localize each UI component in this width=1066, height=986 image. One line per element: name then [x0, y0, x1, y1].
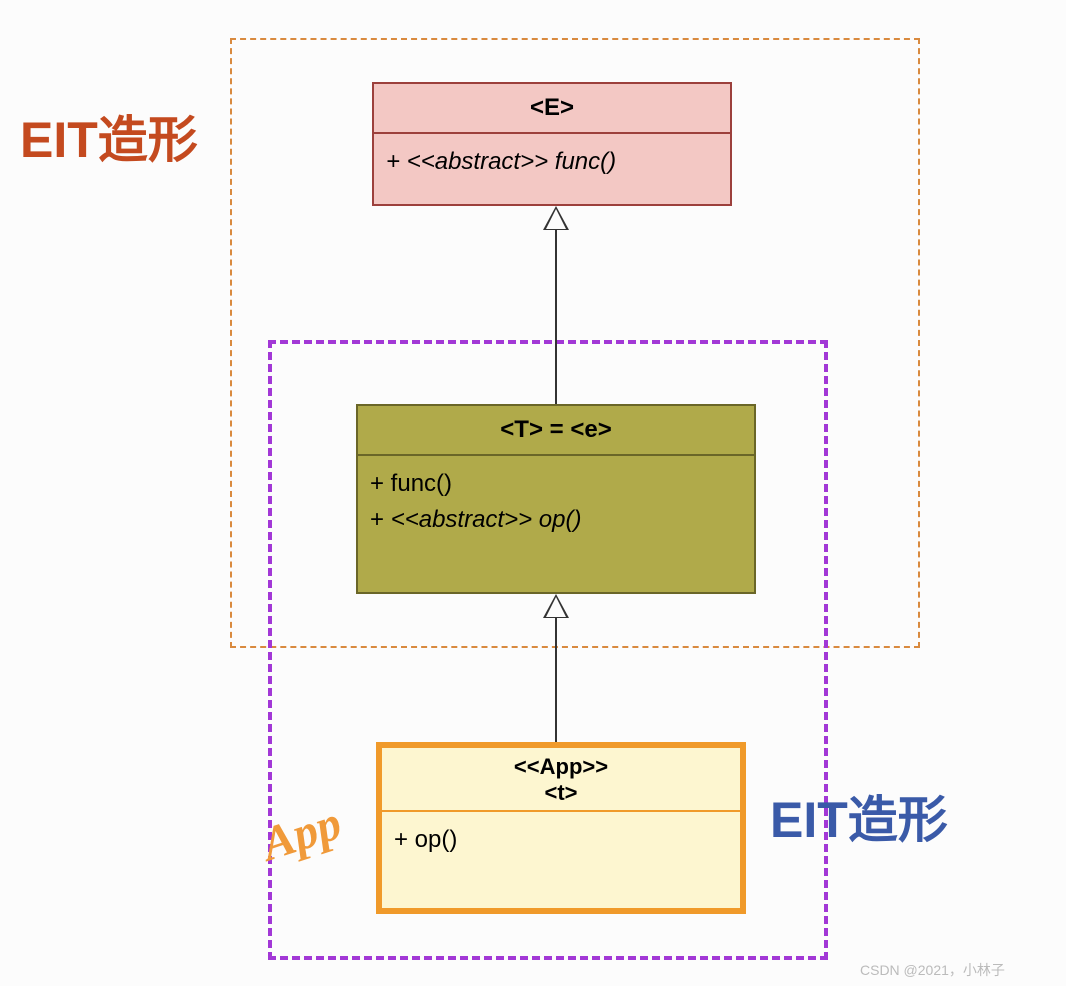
class-app-t-header: <<App>><t>	[382, 748, 740, 812]
label-eit-top: EIT造形	[20, 100, 198, 172]
class-e-header: <E>	[374, 84, 730, 134]
inheritance-arrow-tt-line	[555, 618, 557, 742]
class-e-body: + <<abstract>> func()	[374, 134, 730, 190]
class-app-t-body: + op()	[382, 812, 740, 868]
label-eit-bottom: EIT造形	[770, 780, 948, 852]
class-t-body: + func()+ <<abstract>> op()	[358, 456, 754, 548]
class-t-header: <T> = <e>	[358, 406, 754, 456]
class-t: <T> = <e> + func()+ <<abstract>> op()	[356, 404, 756, 594]
watermark: CSDN @2021，小林子	[860, 960, 1005, 980]
class-e: <E> + <<abstract>> func()	[372, 82, 732, 206]
diagram-canvas: EIT造形 EIT造形 App <E> + <<abstract>> func(…	[0, 0, 1066, 986]
inheritance-arrow-te-line	[555, 230, 557, 404]
class-app-t: <<App>><t> + op()	[376, 742, 746, 914]
